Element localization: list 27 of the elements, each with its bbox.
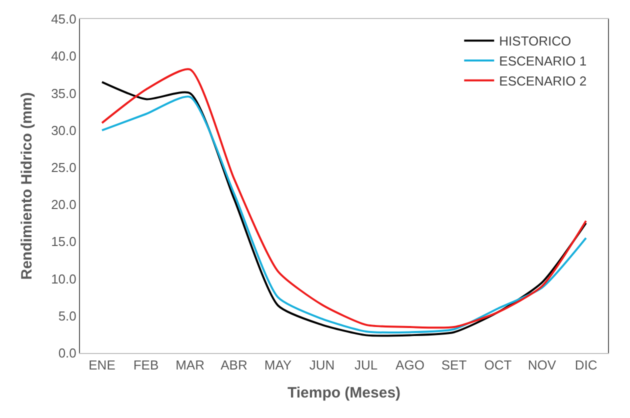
y-tick-label: 5.0 bbox=[58, 308, 76, 324]
y-tick-label: 0.0 bbox=[58, 346, 76, 361]
x-axis-title: Tiempo (Meses) bbox=[287, 384, 401, 402]
x-tick-label: NOV bbox=[528, 358, 556, 373]
y-tick-label: 10.0 bbox=[51, 271, 76, 286]
x-tick-label: ABR bbox=[220, 358, 248, 373]
y-tick-label: 30.0 bbox=[51, 122, 76, 138]
x-tick-label: MAY bbox=[264, 358, 292, 373]
x-tick-label: MAR bbox=[176, 358, 204, 373]
x-tick-label: OCT bbox=[484, 358, 512, 373]
y-tick-label: 45.0 bbox=[51, 12, 76, 27]
x-tick-label: DIC bbox=[574, 358, 598, 373]
y-tick-label: 40.0 bbox=[51, 48, 76, 64]
y-tick-label: 20.0 bbox=[51, 197, 76, 212]
y-tick-label: 35.0 bbox=[51, 86, 76, 101]
x-tick-label: AGO bbox=[396, 358, 424, 373]
x-tick-label: JUL bbox=[354, 358, 378, 373]
x-tick-label: FEB bbox=[133, 358, 159, 373]
x-tick-label: SET bbox=[441, 358, 467, 373]
y-tick-label: 25.0 bbox=[51, 160, 76, 175]
legend-label: ESCENARIO 2 bbox=[499, 74, 587, 88]
legend-label: HISTORICO bbox=[499, 34, 572, 49]
x-tick-label: ENE bbox=[88, 358, 116, 373]
y-axis-title: Rendimiento Hidrico (mm) bbox=[18, 92, 36, 280]
x-tick-label: JUN bbox=[309, 358, 335, 373]
y-tick-label: 15.0 bbox=[51, 234, 76, 250]
legend-label: ESCENARIO 1 bbox=[499, 54, 587, 69]
